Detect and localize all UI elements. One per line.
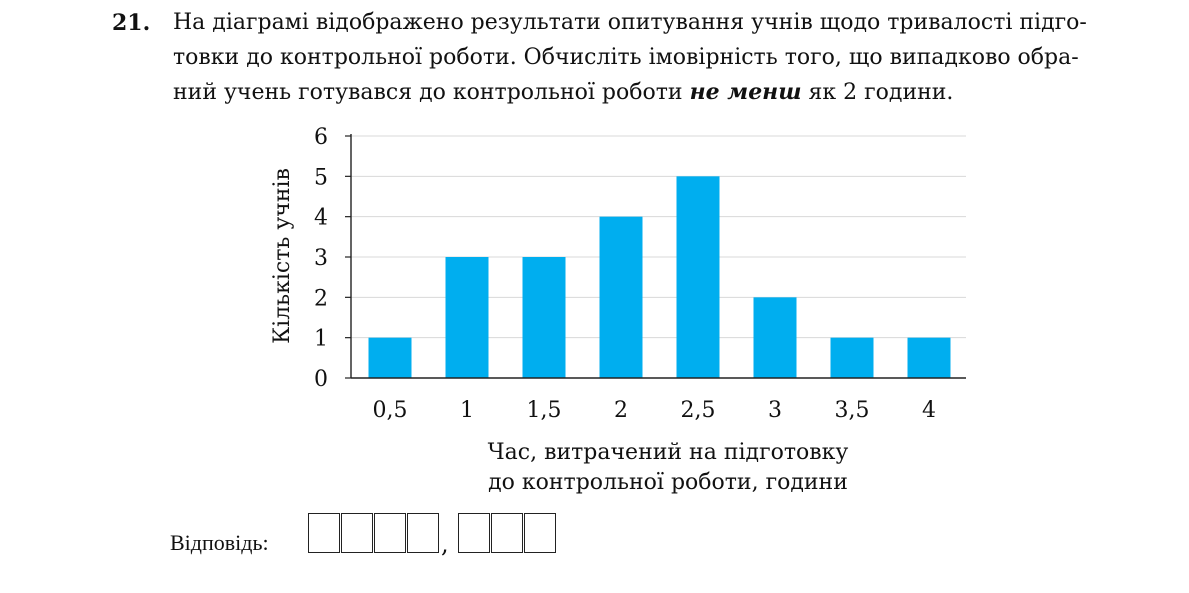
- bar: [907, 337, 951, 378]
- x-tick-label: 1: [460, 398, 474, 423]
- x-tick-label: 2,5: [681, 398, 716, 423]
- answer-digit-box[interactable]: [341, 513, 373, 553]
- y-tick-label: 3: [314, 246, 328, 271]
- x-tick-label: 0,5: [373, 398, 408, 423]
- problem-line-1: На діаграмі відображено результати опиту…: [173, 10, 1087, 35]
- problem-line-3-end: як 2 години.: [801, 80, 954, 105]
- bar: [368, 337, 412, 378]
- bar: [830, 337, 874, 378]
- problem-line-3-start: ний учень готувався до контрольної робот…: [173, 80, 690, 105]
- chart-gridlines: [351, 135, 966, 339]
- y-axis-label: Кількість учнів: [270, 168, 295, 344]
- bar: [599, 216, 643, 378]
- x-tick-label: 3,5: [835, 398, 870, 423]
- answer-digit-box[interactable]: [374, 513, 406, 553]
- y-tick-labels: 0 1 2 3 4 5 6: [314, 125, 328, 392]
- chart-bars: [368, 176, 951, 378]
- x-tick-labels: 0,5 1 1,5 2 2,5 3 3,5 4: [373, 398, 937, 423]
- bar: [445, 257, 489, 378]
- answer-digit-box[interactable]: [524, 513, 556, 553]
- answer-digit-box[interactable]: [491, 513, 523, 553]
- x-axis-label-line-1: Час, витрачений на підготовку: [488, 440, 849, 465]
- problem-emphasis: не менш: [689, 79, 802, 105]
- decimal-comma: ,: [441, 530, 449, 558]
- problem-line-3: ний учень готувався до контрольної робот…: [173, 75, 953, 111]
- bar: [522, 257, 566, 378]
- answer-digit-box[interactable]: [308, 513, 340, 553]
- y-tick-label: 2: [314, 286, 328, 311]
- x-tick-label: 1,5: [527, 398, 562, 423]
- answer-label: Відповідь:: [170, 530, 269, 555]
- problem-number: 21.: [112, 10, 151, 36]
- y-tick-label: 6: [314, 125, 328, 150]
- y-tick-label: 5: [314, 165, 328, 190]
- x-axis-label-line-2: до контрольної роботи, години: [488, 470, 848, 495]
- x-tick-label: 4: [922, 398, 936, 423]
- x-tick-label: 2: [614, 398, 628, 423]
- x-tick-label: 3: [768, 398, 782, 423]
- problem-line-2: товки до контрольної роботи. Обчисліть і…: [173, 44, 1079, 70]
- y-tick-label: 0: [314, 367, 328, 392]
- answer-digit-box[interactable]: [407, 513, 439, 553]
- y-tick-label: 4: [314, 206, 328, 231]
- answer-digit-box[interactable]: [458, 513, 490, 553]
- bar: [753, 297, 797, 378]
- bar: [676, 176, 720, 378]
- y-tick-label: 1: [314, 327, 328, 352]
- chart-axes: [345, 134, 966, 379]
